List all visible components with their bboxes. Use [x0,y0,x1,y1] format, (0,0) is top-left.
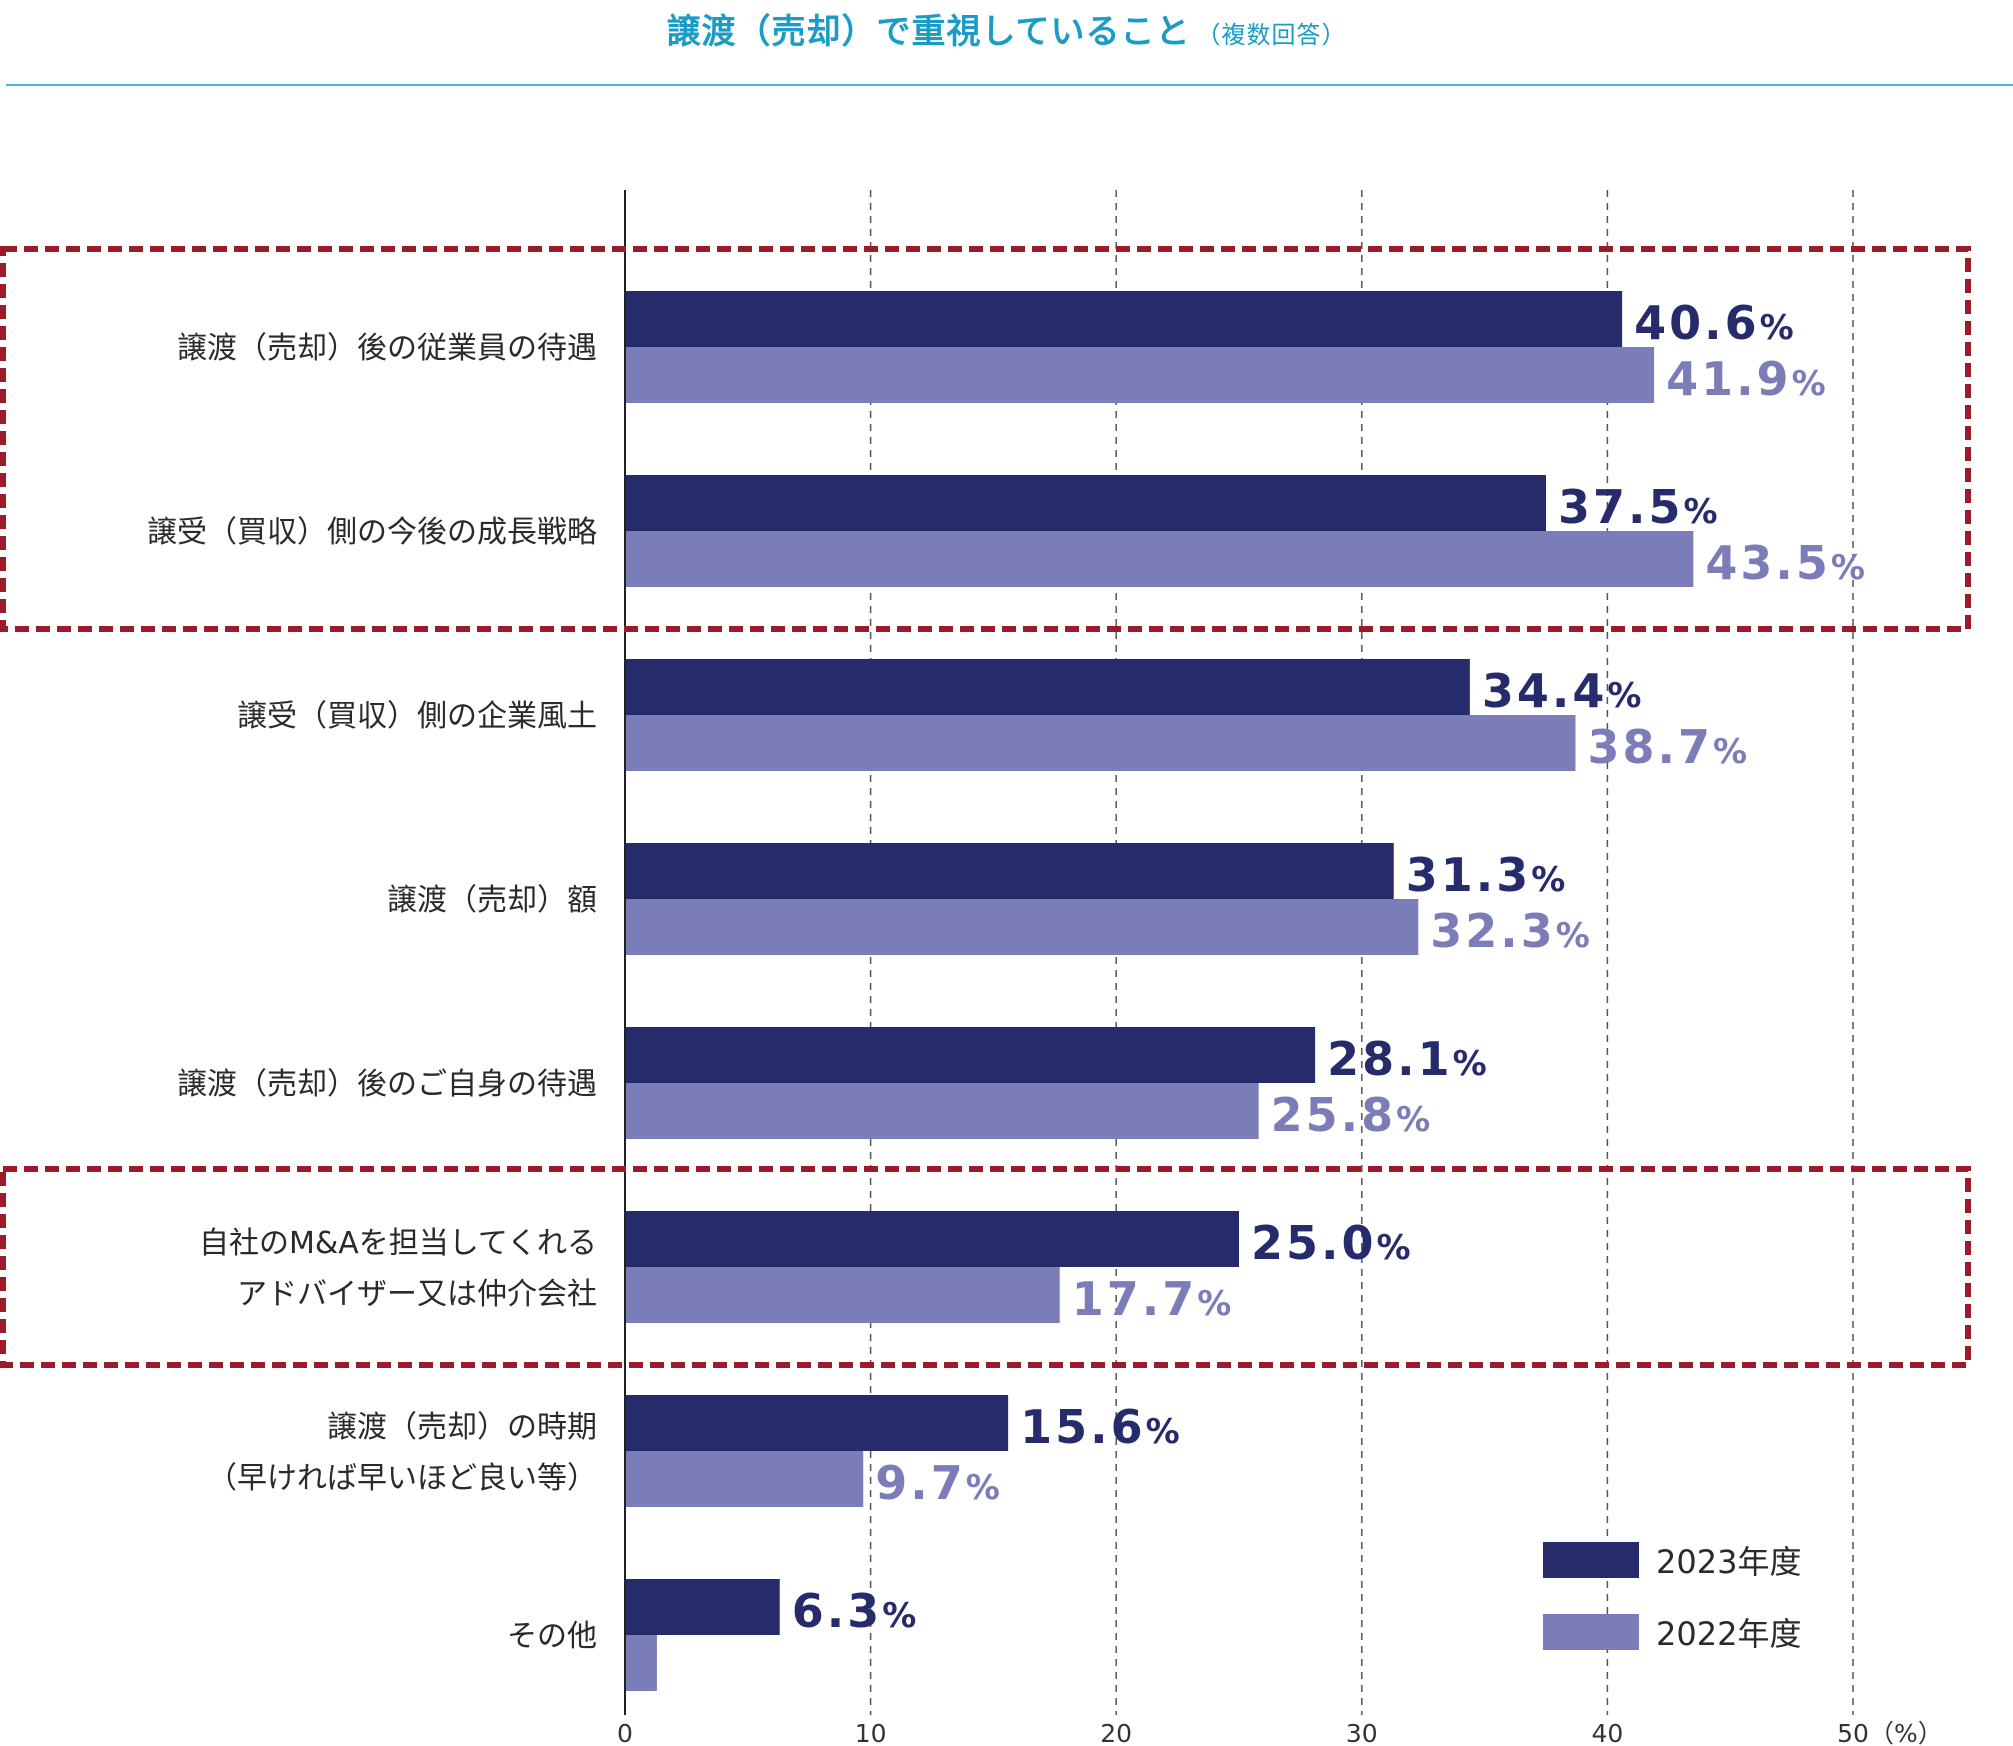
category-label: 譲渡（売却）額 [387,883,597,918]
category-label: 自社のM&Aを担当してくれる [199,1226,597,1261]
value-unit: % [1453,1044,1487,1084]
bar-2023 [625,1027,1316,1083]
value-label-2023: 28.1% [1327,1032,1487,1086]
category-label: 譲渡（売却）の時期 [327,1410,597,1445]
category-label: アドバイザー又は仲介会社 [237,1277,597,1312]
value-unit: % [1831,548,1865,588]
value-unit: % [1556,916,1590,956]
value-label-2023: 34.4% [1482,664,1642,718]
x-tick-label: 40 [1591,1719,1623,1746]
x-tick-label: 50 [1837,1719,1869,1746]
bar-2023 [625,1211,1239,1267]
value-label-2022: 32.3% [1430,904,1590,958]
bar-2023 [625,291,1623,347]
chart-title-subtitle: （複数回答） [1196,21,1347,49]
chart-title-main: 譲渡（売却）で重視していること [666,12,1191,52]
value-unit: % [1607,676,1641,716]
value-label-2022: 43.5% [1705,536,1865,590]
legend-swatch [1543,1614,1639,1650]
value-unit: % [1146,1412,1180,1452]
value-label-2023: 37.5% [1558,480,1718,534]
value-unit: % [1760,308,1794,348]
x-tick-label: 20 [1100,1719,1132,1746]
legend-swatch [1543,1542,1639,1578]
category-label: 譲受（買収）側の企業風土 [237,699,597,734]
value-label-2022: 41.9% [1666,352,1826,406]
value-unit: % [1197,1284,1231,1324]
bar-2022 [625,1267,1060,1323]
bar-2022 [625,899,1419,955]
bar-2022 [625,531,1694,587]
bar-2022 [625,715,1576,771]
value-unit: % [1713,732,1747,772]
category-label: 譲渡（売却）後の従業員の待遇 [177,331,597,366]
value-unit: % [1377,1228,1411,1268]
value-label-2022: 38.7% [1587,720,1747,774]
value-label-2023: 31.3% [1406,848,1566,902]
value-label-2022: 25.8% [1271,1088,1431,1142]
category-label: 譲渡（売却）後のご自身の待遇 [177,1067,597,1102]
value-unit: % [1531,860,1565,900]
value-label-2023: 25.0% [1251,1216,1411,1270]
x-tick-label: 10 [855,1719,887,1746]
value-label-2022: 17.7% [1072,1272,1232,1326]
x-tick-label: 0 [617,1719,633,1746]
value-unit: % [1396,1100,1430,1140]
category-label: その他 [507,1619,597,1654]
highlight-box [0,246,1971,632]
value-unit: % [1792,364,1826,404]
value-label-2023: 15.6% [1020,1400,1180,1454]
bar-2022 [625,1083,1259,1139]
bar-2022 [625,347,1655,403]
bar-2023 [625,843,1394,899]
value-label-2023: 40.6% [1634,296,1794,350]
legend-label: 2023年度 [1656,1543,1801,1581]
value-label-2023: 6.3% [792,1584,917,1638]
value-label-2022: 9.7% [875,1456,1000,1510]
bar-2023 [625,1395,1009,1451]
value-unit: % [966,1468,1000,1508]
x-tick-label: 30 [1346,1719,1378,1746]
value-unit: % [882,1596,916,1636]
title-divider [6,84,2013,86]
legend-label: 2022年度 [1656,1615,1801,1653]
bar-2023 [625,659,1470,715]
category-label: （早ければ早いほど良い等） [207,1461,597,1496]
chart-title: 譲渡（売却）で重視していること （複数回答） [0,4,2013,53]
highlight-box [0,1166,1971,1368]
bar-2022 [625,1451,864,1507]
bar-2023 [625,475,1546,531]
bar-2023 [625,1579,780,1635]
category-label: 譲受（買収）側の今後の成長戦略 [147,515,597,550]
x-unit-label: （%） [1869,1719,1943,1746]
value-unit: % [1684,492,1718,532]
bar-2022 [625,1635,657,1691]
